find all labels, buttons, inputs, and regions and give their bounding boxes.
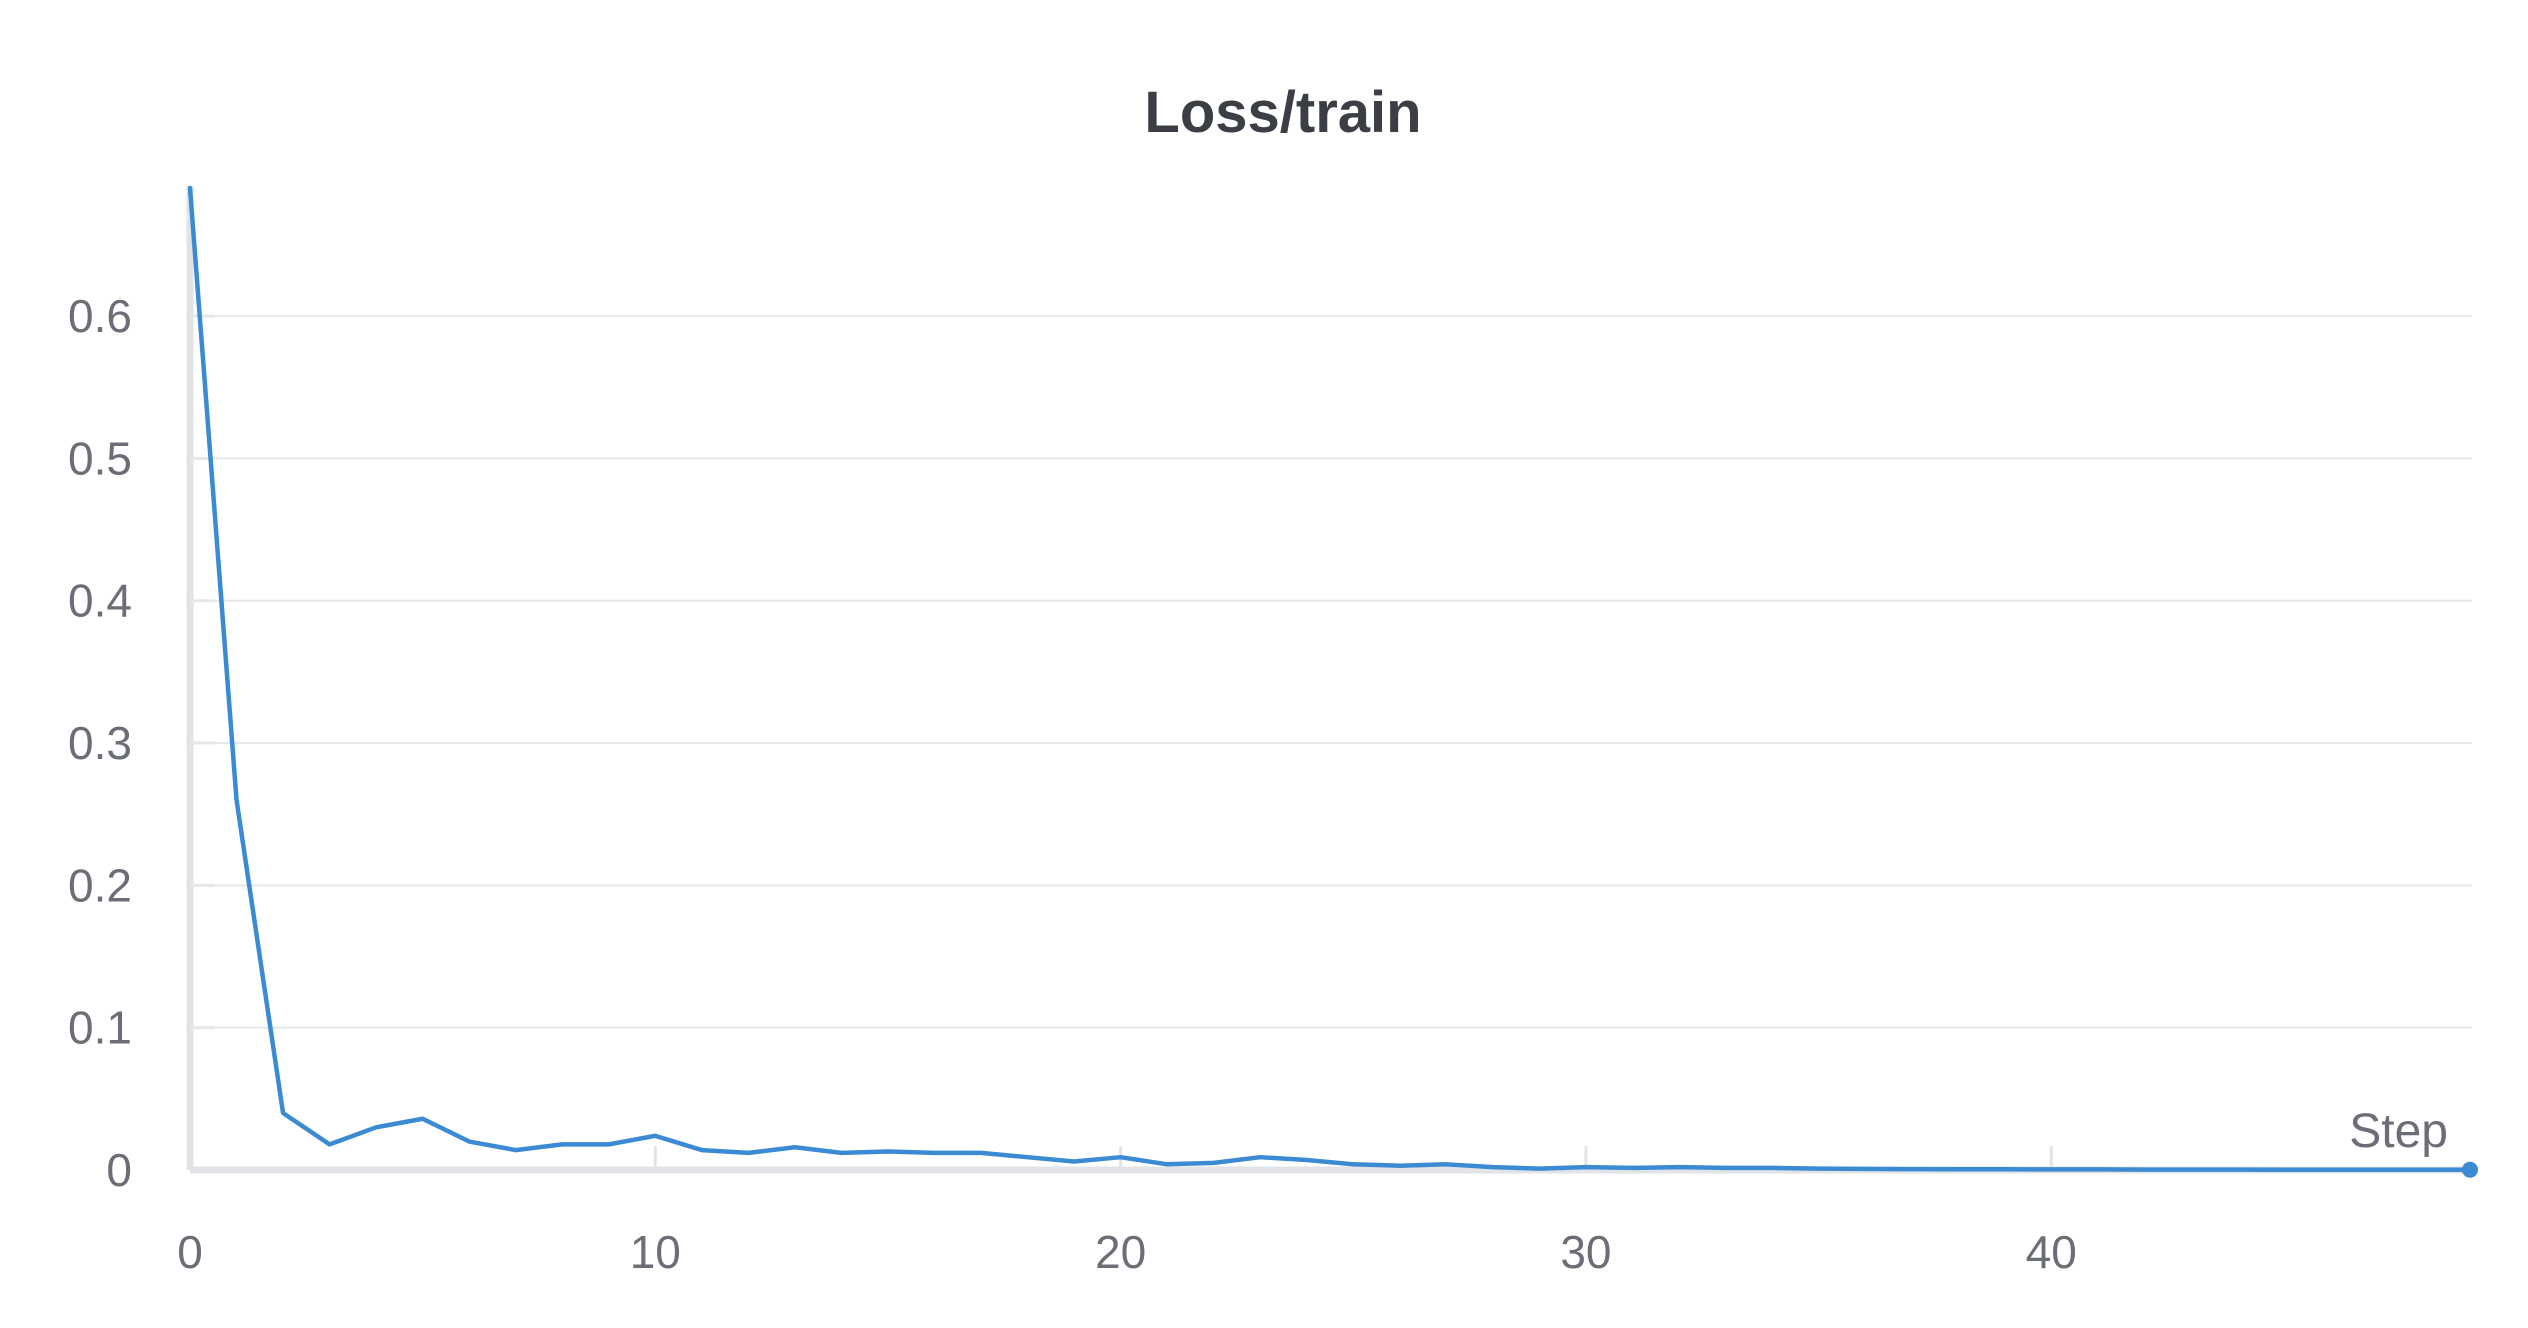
series-layer bbox=[190, 188, 2478, 1178]
y-tick-label-3: 0.3 bbox=[68, 717, 132, 769]
x-tick-label-4: 40 bbox=[2026, 1226, 2077, 1278]
y-tick-label-4: 0.4 bbox=[68, 575, 132, 627]
x-tick-label-3: 30 bbox=[1560, 1226, 1611, 1278]
x-tick-label-1: 10 bbox=[630, 1226, 681, 1278]
x-axis-label: Step bbox=[2349, 1105, 2448, 1158]
x-tick-label-0: 0 bbox=[177, 1226, 203, 1278]
chart-title: Loss/train bbox=[1144, 80, 1421, 145]
y-tick-label-1: 0.1 bbox=[68, 1002, 132, 1054]
y-tick-label-6: 0.6 bbox=[68, 290, 132, 342]
y-tick-label-0: 0 bbox=[106, 1144, 132, 1196]
x-tick-label-2: 20 bbox=[1095, 1226, 1146, 1278]
series-end-marker-0 bbox=[2462, 1162, 2478, 1178]
series-line-0 bbox=[190, 188, 2470, 1170]
y-tick-label-2: 0.2 bbox=[68, 859, 132, 911]
grid-layer bbox=[190, 316, 2472, 1028]
y-tick-label-5: 0.5 bbox=[68, 432, 132, 484]
axis-layer bbox=[190, 186, 2472, 1170]
